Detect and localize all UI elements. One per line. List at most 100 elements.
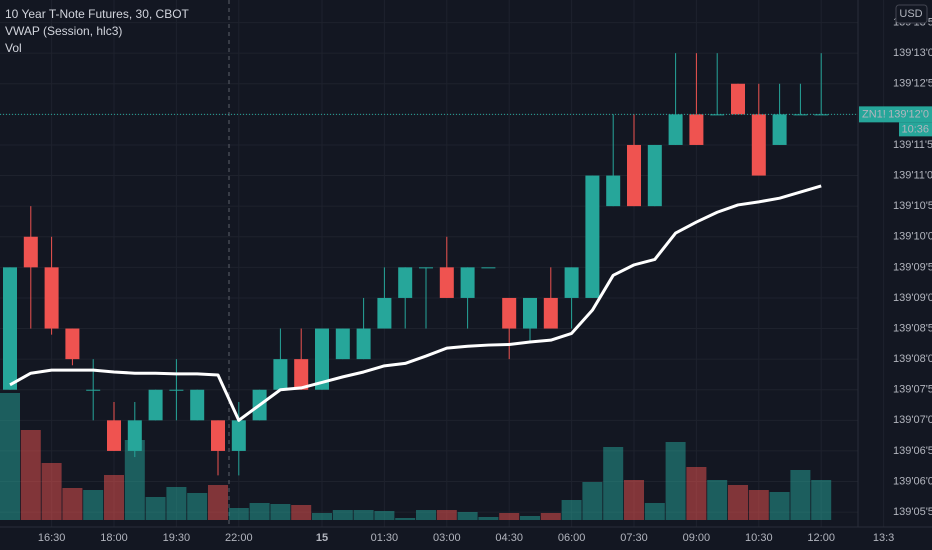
candle-body [564,267,579,298]
volume-bar [124,440,145,520]
x-tick-label: 16:30 [38,532,66,544]
candle-body [127,420,142,451]
volume-bar [478,517,499,520]
price-pane [3,53,829,476]
x-tick-label: 22:00 [225,532,253,544]
candle-body [294,359,309,390]
candle-body [65,328,80,360]
candle-body [419,267,433,269]
x-tick-label: 18:00 [100,532,128,544]
volume-bar [457,512,478,520]
volume-bar [540,513,561,520]
candle-body [543,297,558,329]
volume-bar [811,480,832,520]
y-tick-label: 139'06'5 [893,445,932,457]
candle-body [44,267,59,329]
volume-bar [20,430,41,520]
y-tick-label: 139'11'5 [893,139,932,151]
volume-bar [395,518,416,520]
y-tick-label: 139'07'5 [893,384,932,396]
volume-bar [748,490,769,520]
legend-entry: Vol [5,41,22,55]
countdown-label: 10:36 [901,123,929,135]
candle-body [3,267,17,390]
x-tick-label: 01:30 [371,532,399,544]
volume-bar [436,510,457,520]
candle-body [211,420,225,451]
candle-body [377,297,392,329]
candle-body [606,175,621,207]
y-tick-label: 139'08'0 [893,353,932,365]
last-price-label: 139'12'0 [888,108,929,120]
x-tick-label: 10:30 [745,532,773,544]
chart-title: 10 Year T-Note Futures, 30, CBOT [5,7,190,21]
candle-body [772,114,787,145]
vwap-line [9,184,822,422]
last-price: ZN1! 139'12'0 10:36 [0,106,932,137]
candle-body [398,267,413,298]
volume-bar [686,467,707,520]
candle-body [627,144,641,207]
candle-body [668,114,683,145]
candle-body [647,144,662,207]
volume-bar [499,513,520,520]
volume-bar [790,470,811,520]
candle-body [585,175,600,298]
currency: USD [899,8,922,20]
legend-entry: VWAP (Session, hlc3) [5,24,122,38]
axes: 139'05'5 139'06'0 139'06'5 139'07'0 139'07'5… [38,16,932,543]
x-tick-label: 07:30 [620,532,648,544]
last-price-box [859,106,932,123]
candle-body [335,328,350,360]
candle-body [460,267,475,298]
y-tick-label: 139'10'5 [893,200,932,212]
currency-box[interactable] [895,4,928,24]
candle-body [148,389,163,421]
countdown-box [899,122,932,137]
y-tick-label: 139'06'0 [893,475,932,487]
candle-body [107,420,121,451]
volume-bar [728,485,748,520]
candle-body [190,389,205,421]
volume-bar [104,475,124,520]
y-tick-label: 139'12'5 [893,78,932,90]
volume-bar [270,504,291,520]
candle-body [751,114,766,176]
volume-bar [166,487,187,520]
volume-bar [145,497,166,520]
volume-bar [312,513,332,520]
candle-body [231,420,246,451]
volume-bar [603,447,624,520]
x-tick-label: 19:30 [163,532,191,544]
candle-body [523,297,537,329]
candle-body [814,114,829,116]
volume-bar [520,516,540,520]
candle-body [315,328,329,390]
volume-bar [665,442,686,520]
volume-bar [332,510,353,520]
x-tick-label: 06:00 [558,532,586,544]
candle-body [86,389,101,391]
symbol-label: ZN1! [862,108,886,120]
volume-bar [249,503,270,520]
candle-body [481,267,496,269]
volume-bar [416,510,436,520]
candle-body [273,359,288,390]
volume-bar [291,505,312,520]
volume-bar [582,482,603,520]
x-tick-label: 09:00 [683,532,711,544]
y-tick-label: 139'05'5 [893,506,932,518]
x-tick-label: 12:00 [807,532,835,544]
x-tick-label: 03:00 [433,532,461,544]
y-tick-label: 139'09'5 [893,261,932,273]
volume-bar [624,480,644,520]
volume-bar [353,510,374,520]
volume-bar [41,463,62,520]
volume-bar [561,500,582,520]
volume-bar [62,488,83,520]
y-tick-label: 139'09'0 [893,292,932,304]
x-tick-label: 04:30 [495,532,523,544]
candle-body [731,83,745,115]
candle-body [502,297,517,329]
